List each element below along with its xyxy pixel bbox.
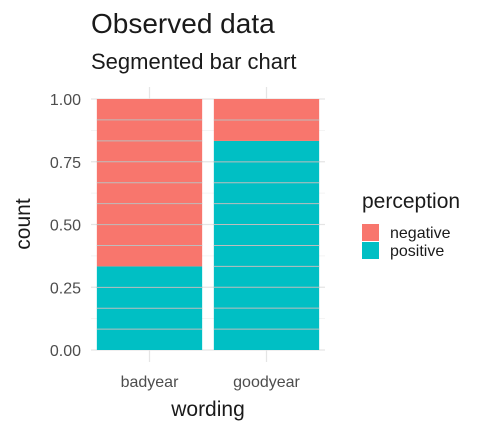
x-axis: badyear goodyear [121, 374, 301, 391]
y-axis: 0.00 0.25 0.50 0.75 1.00 [50, 92, 81, 360]
y-tick-label: 1.00 [50, 92, 81, 109]
y-axis-title: count [12, 198, 35, 250]
chart-title: Observed data [91, 8, 275, 39]
legend-key-negative [362, 224, 379, 241]
legend-label-positive: positive [390, 243, 444, 260]
bars-group [96, 99, 320, 350]
legend-key-positive [362, 242, 379, 259]
y-tick-label: 0.75 [50, 155, 81, 172]
y-tick-label: 0.25 [50, 280, 81, 297]
x-tick-label: goodyear [233, 374, 300, 391]
chart-subtitle: Segmented bar chart [91, 49, 296, 74]
y-tick-label: 0.50 [50, 218, 81, 235]
x-tick-label: badyear [121, 374, 179, 391]
y-tick-label: 0.00 [50, 343, 81, 360]
legend-label-negative: negative [390, 225, 451, 242]
x-axis-title: wording [170, 398, 245, 421]
legend-title: perception [362, 190, 460, 213]
